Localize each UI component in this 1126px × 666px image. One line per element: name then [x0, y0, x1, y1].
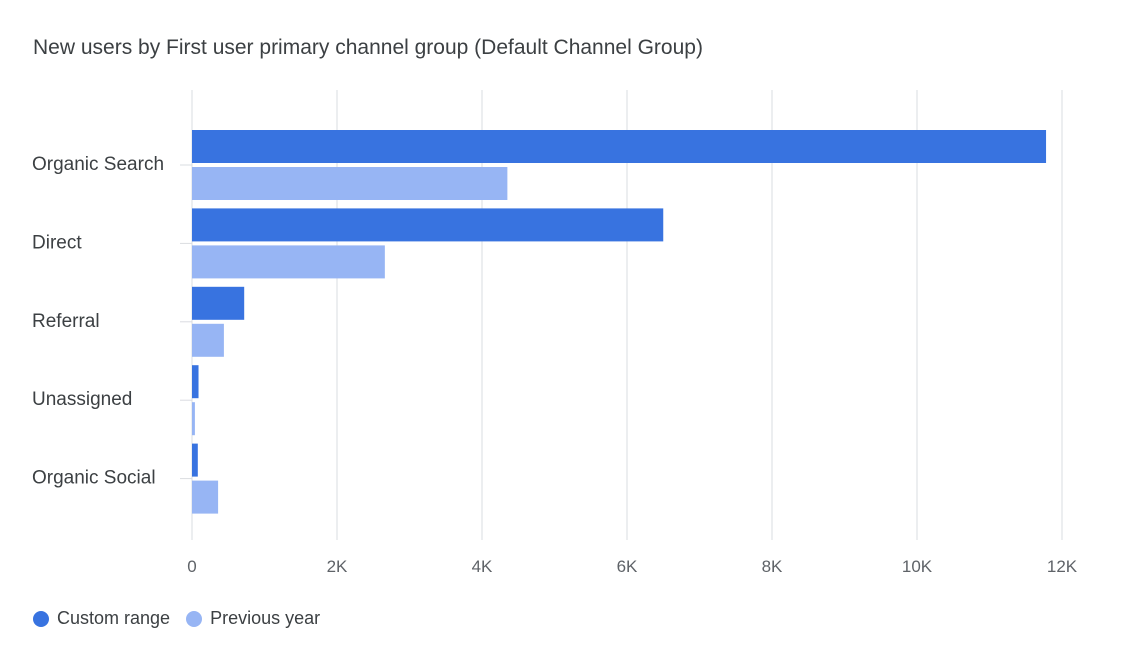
bar-custom-range[interactable]: [192, 443, 198, 477]
legend: Custom range Previous year: [33, 608, 336, 629]
x-tick-label: 2K: [327, 557, 348, 576]
legend-swatch-previous-year: [186, 610, 203, 627]
x-axis-tick-labels: 0 2K 4K 6K 8K 10K 12K: [187, 557, 1078, 576]
bar-custom-range[interactable]: [192, 208, 664, 242]
category-label: Direct: [32, 232, 82, 253]
bar-custom-range[interactable]: [192, 130, 1047, 163]
category-label: Organic Search: [32, 154, 164, 175]
category-label: Organic Social: [32, 468, 156, 489]
category-label: Referral: [32, 311, 100, 332]
x-tick-label: 0: [187, 557, 196, 576]
bar-previous-year[interactable]: [192, 402, 195, 436]
legend-label-previous-year: Previous year: [210, 608, 321, 628]
legend-item-custom-range[interactable]: Custom range: [33, 608, 170, 629]
legend-swatch-custom-range: [33, 610, 49, 627]
x-tick-label: 12K: [1047, 557, 1078, 576]
x-tick-label: 4K: [472, 557, 493, 576]
category-labels: Organic Search Direct Referral Unassigned Or…: [32, 154, 164, 489]
bar-custom-range[interactable]: [192, 365, 199, 399]
bar-custom-range[interactable]: [192, 286, 245, 320]
chart-title: New users by First user primary channel …: [33, 36, 703, 59]
bar-previous-year[interactable]: [192, 245, 385, 279]
x-tick-label: 10K: [902, 557, 933, 576]
legend-item-previous-year[interactable]: Previous year: [186, 608, 320, 629]
bars: [192, 130, 1047, 514]
category-label: Unassigned: [32, 389, 132, 410]
x-tick-label: 6K: [617, 557, 638, 576]
bar-previous-year[interactable]: [192, 480, 219, 514]
bar-previous-year[interactable]: [192, 167, 508, 200]
x-tick-label: 8K: [762, 557, 783, 576]
legend-label-custom-range: Custom range: [57, 608, 171, 628]
bar-previous-year[interactable]: [192, 323, 224, 357]
